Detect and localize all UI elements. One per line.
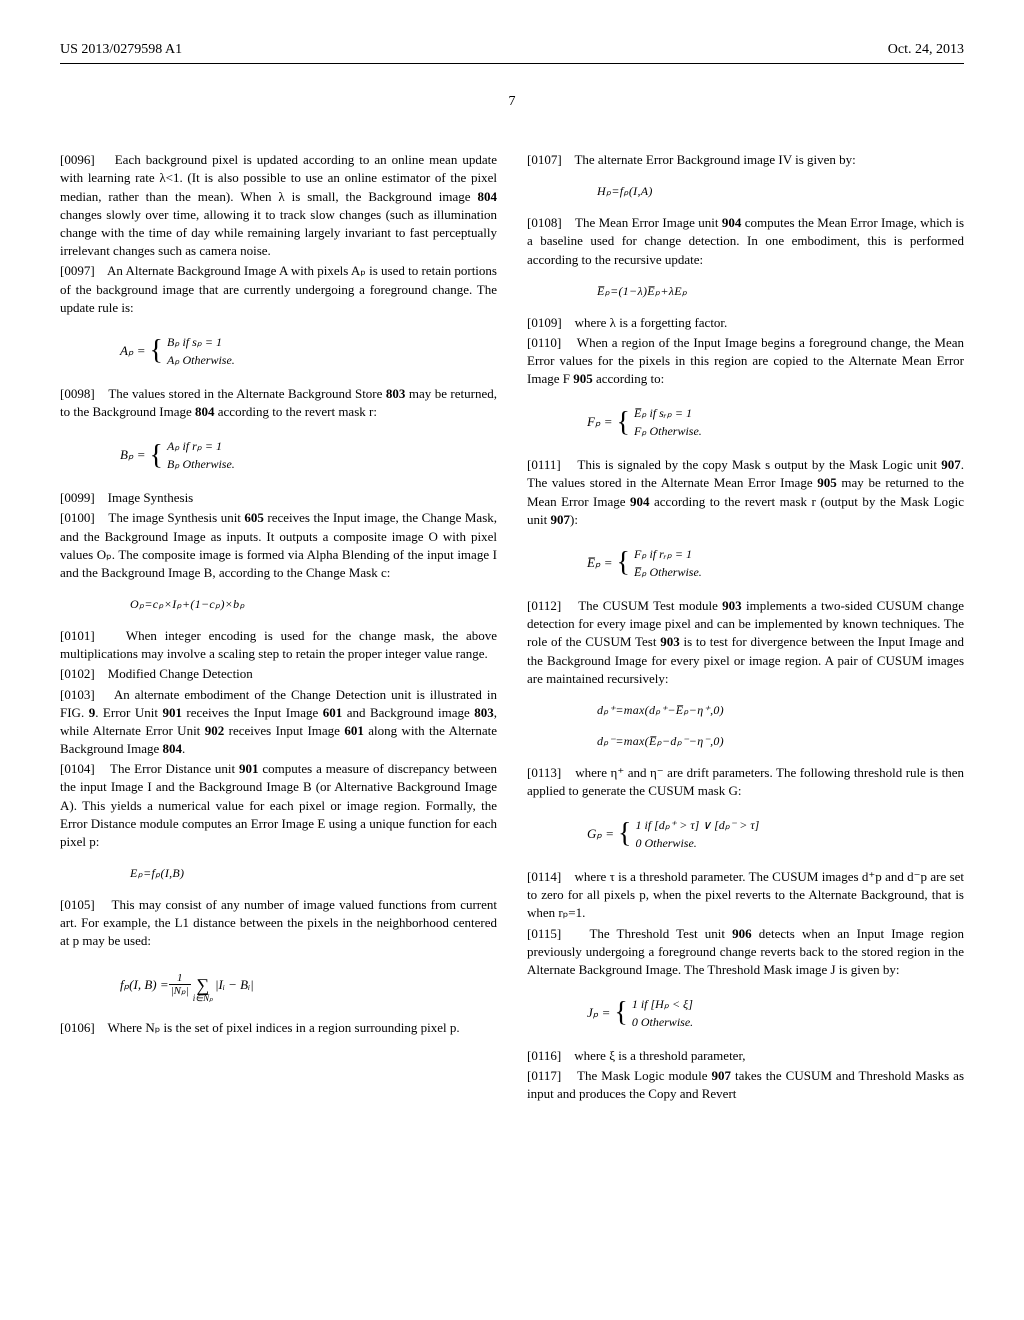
equation-dminus: dₚ⁻=max(E̅ₚ−dₚ⁻−η⁻,0) bbox=[597, 733, 964, 750]
para-0100: [0100] The image Synthesis unit 605 rece… bbox=[60, 509, 497, 582]
para-0101: [0101] When integer encoding is used for… bbox=[60, 627, 497, 663]
equation-Op: Oₚ=cₚ×Iₚ+(1−cₚ)×bₚ bbox=[130, 596, 497, 613]
page-header: US 2013/0279598 A1 Oct. 24, 2013 bbox=[60, 40, 964, 64]
equation-fp: fₚ(I, B) = 1 |Nₚ| ∑ i∈Nₚ |Iᵢ − Bᵢ| bbox=[120, 967, 497, 1003]
para-0117: [0117] The Mask Logic module 907 takes t… bbox=[527, 1067, 964, 1103]
page-number: 7 bbox=[60, 92, 964, 112]
para-0115: [0115] The Threshold Test unit 906 detec… bbox=[527, 925, 964, 980]
equation-Ebar: E̅ₚ=(1−λ)E̅ₚ+λEₚ bbox=[597, 283, 964, 300]
para-0105: [0105] This may consist of any number of… bbox=[60, 896, 497, 951]
equation-Ep: Eₚ=fₚ(I,B) bbox=[130, 865, 497, 882]
publication-id: US 2013/0279598 A1 bbox=[60, 40, 182, 60]
equation-Bp: Bₚ = { Aₚ if rₚ = 1 Bₚ Otherwise. bbox=[120, 437, 497, 473]
equation-Ap: Aₚ = { Bₚ if sₚ = 1 Aₚ Otherwise. bbox=[120, 333, 497, 369]
two-column-layout: [0096] Each background pixel is updated … bbox=[60, 151, 964, 1105]
equation-Jp: Jₚ = { 1 if [Hₚ < ξ] 0 Otherwise. bbox=[587, 995, 964, 1031]
para-0109: [0109] where λ is a forgetting factor. bbox=[527, 314, 964, 332]
equation-Hp: Hₚ=fₚ(I,A) bbox=[597, 183, 964, 200]
para-0106: [0106] Where Nₚ is the set of pixel indi… bbox=[60, 1019, 497, 1037]
para-0110: [0110] When a region of the Input Image … bbox=[527, 334, 964, 389]
para-0098: [0098] The values stored in the Alternat… bbox=[60, 385, 497, 421]
para-0097: [0097] An Alternate Background Image A w… bbox=[60, 262, 497, 317]
publication-date: Oct. 24, 2013 bbox=[888, 40, 964, 60]
para-0099: [0099] Image Synthesis bbox=[60, 489, 497, 507]
para-0111: [0111] This is signaled by the copy Mask… bbox=[527, 456, 964, 529]
equation-Ebar2: E̅ₚ = { Fₚ if rᵣₚ = 1 E̅ₚ Otherwise. bbox=[587, 545, 964, 581]
equation-dplus: dₚ⁺=max(dₚ⁺−E̅ₚ−η⁺,0) bbox=[597, 702, 964, 719]
left-column: [0096] Each background pixel is updated … bbox=[60, 151, 497, 1105]
para-0114: [0114] where τ is a threshold parameter.… bbox=[527, 868, 964, 923]
para-0104: [0104] The Error Distance unit 901 compu… bbox=[60, 760, 497, 851]
para-0102: [0102] Modified Change Detection bbox=[60, 665, 497, 683]
para-0113: [0113] where η⁺ and η⁻ are drift paramet… bbox=[527, 764, 964, 800]
para-0116: [0116] where ξ is a threshold parameter, bbox=[527, 1047, 964, 1065]
para-0096: [0096] Each background pixel is updated … bbox=[60, 151, 497, 260]
equation-Fp: Fₚ = { E̅ₚ if sᵣₚ = 1 Fₚ Otherwise. bbox=[587, 404, 964, 440]
right-column: [0107] The alternate Error Background im… bbox=[527, 151, 964, 1105]
para-0107: [0107] The alternate Error Background im… bbox=[527, 151, 964, 169]
equation-Gp: Gₚ = { 1 if [dₚ⁺ > τ] ∨ [dₚ⁻ > τ] 0 Othe… bbox=[587, 816, 964, 852]
para-0108: [0108] The Mean Error Image unit 904 com… bbox=[527, 214, 964, 269]
para-0112: [0112] The CUSUM Test module 903 impleme… bbox=[527, 597, 964, 688]
para-0103: [0103] An alternate embodiment of the Ch… bbox=[60, 686, 497, 759]
